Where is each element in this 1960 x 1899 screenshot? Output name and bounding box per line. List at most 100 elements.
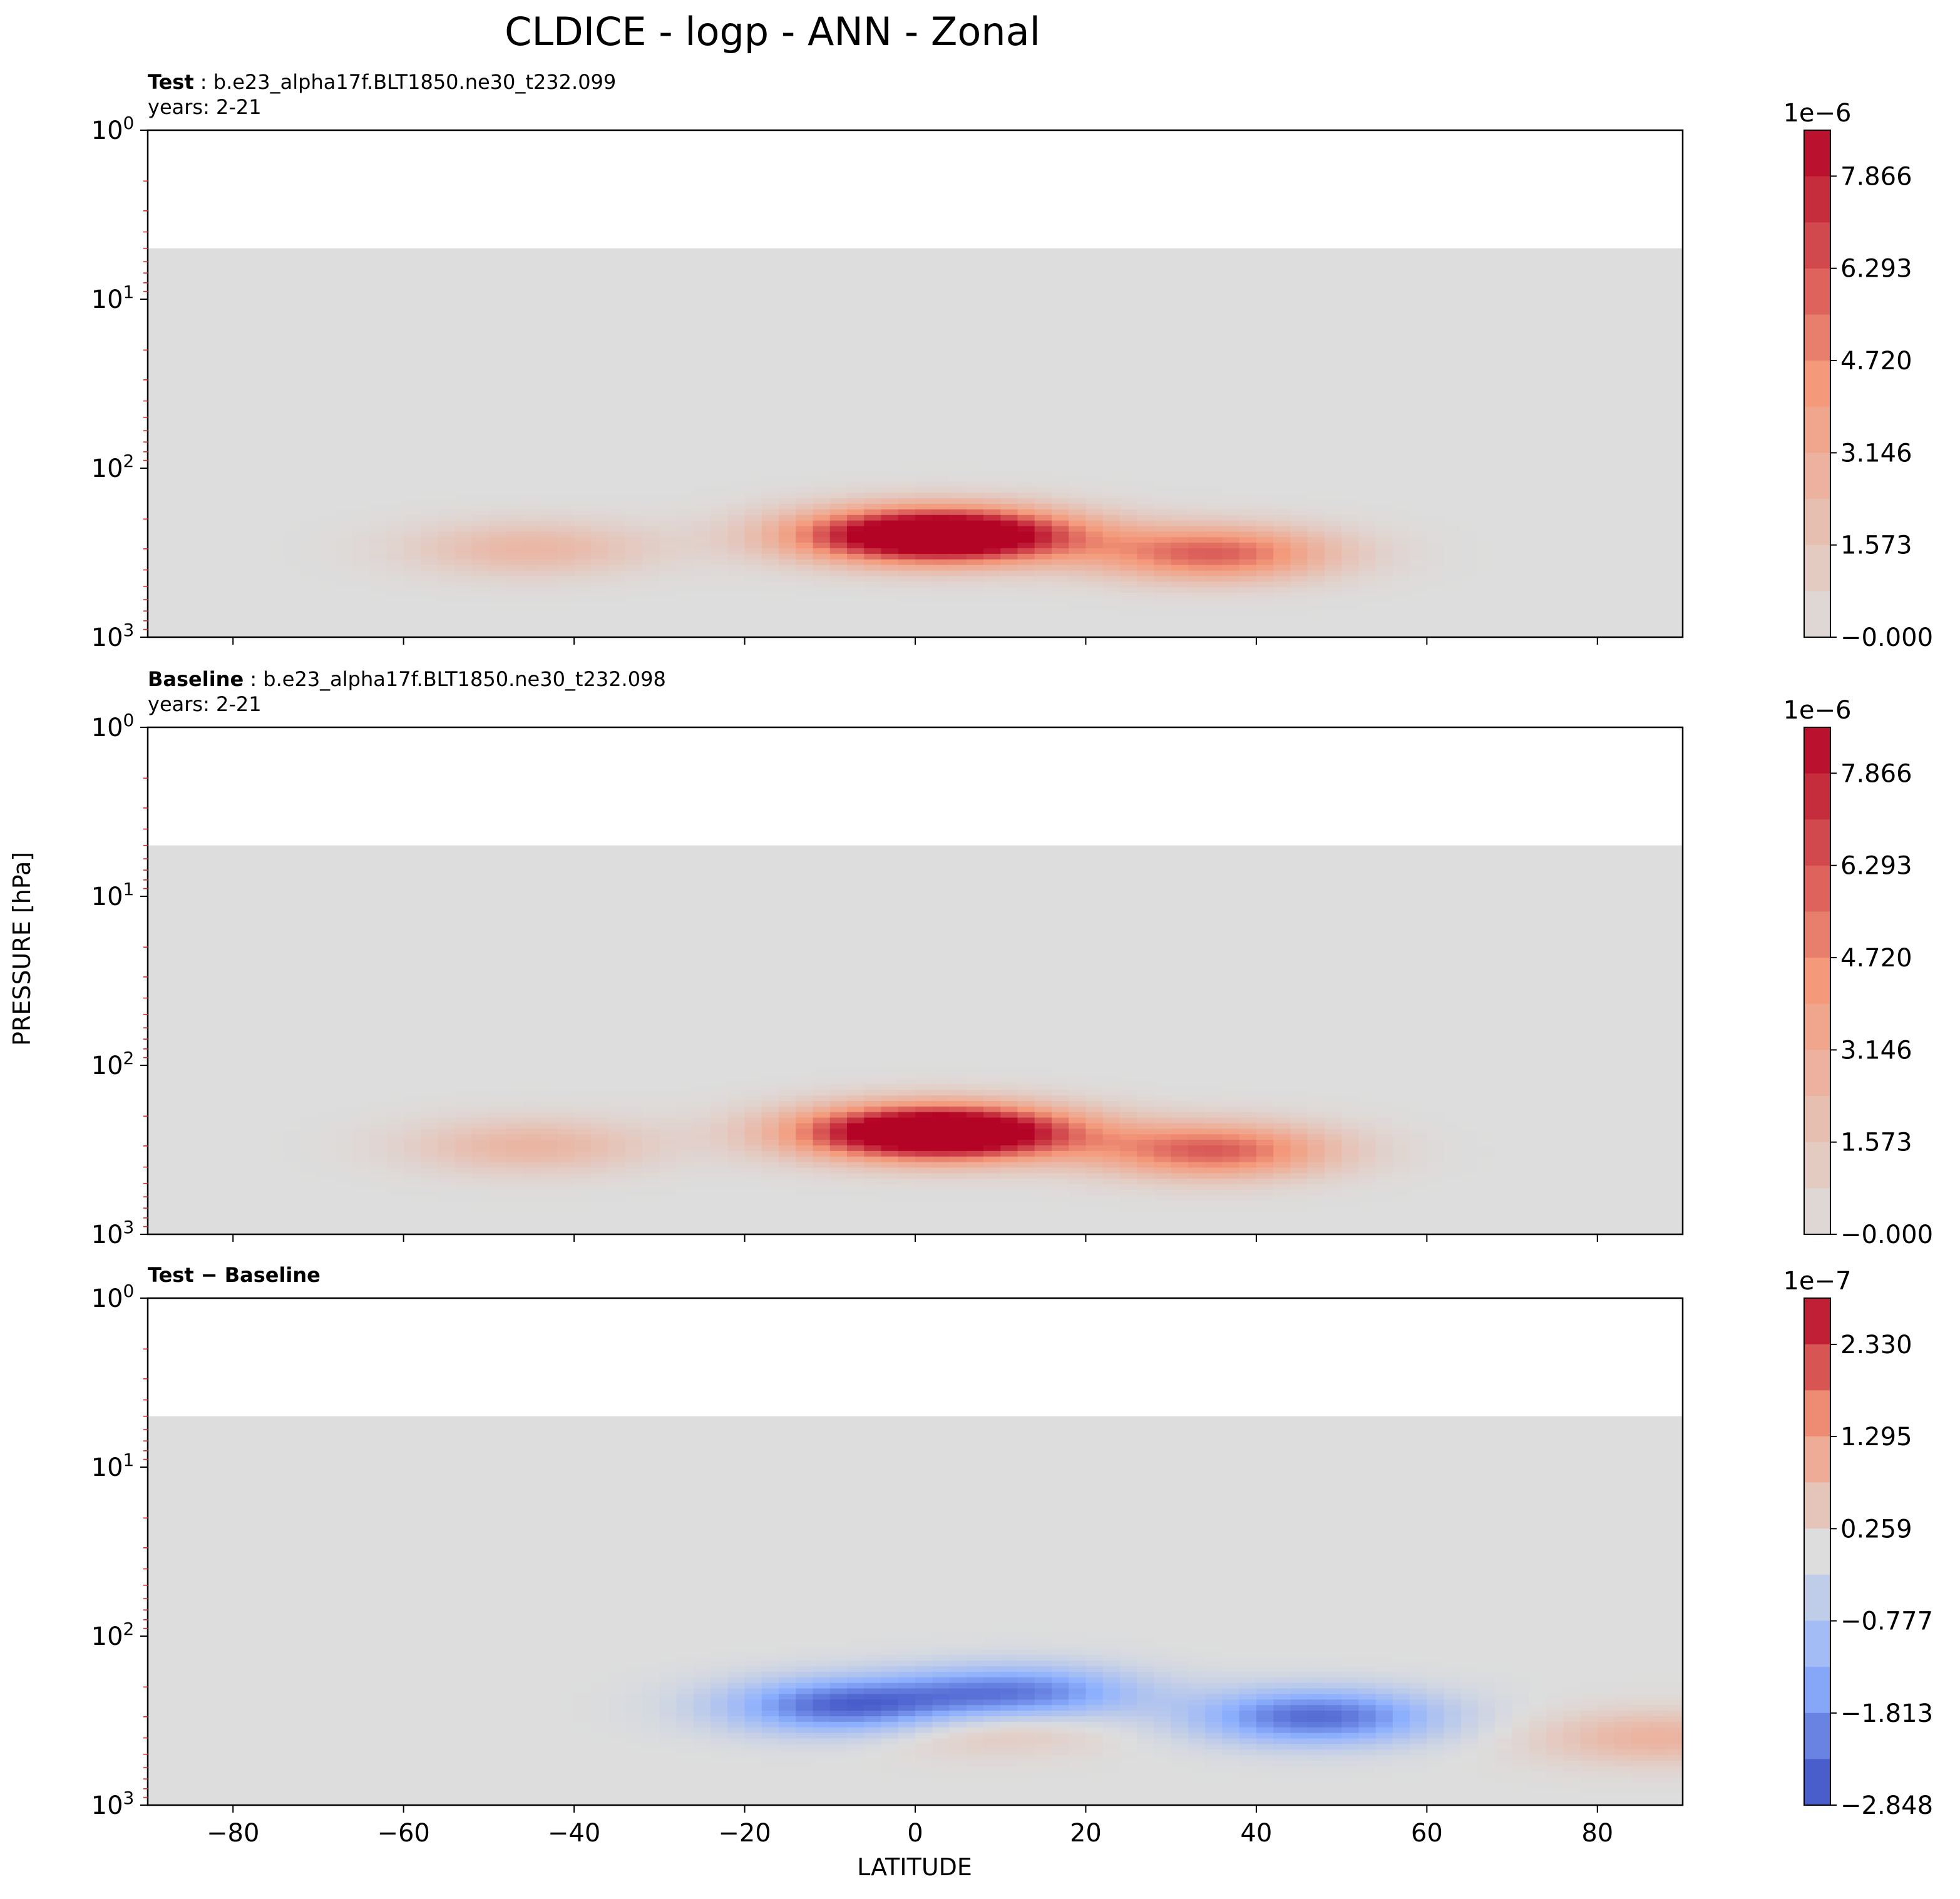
contour-cell [881, 421, 899, 426]
contour-cell [1325, 465, 1342, 471]
contour-cell [830, 426, 848, 432]
contour-cell [1154, 371, 1171, 376]
contour-cell [506, 493, 523, 498]
contour-cell [1495, 276, 1512, 282]
contour-cell [1495, 332, 1512, 337]
contour-cell [1325, 365, 1342, 371]
contour-cell [813, 432, 831, 438]
contour-cell [250, 371, 267, 376]
contour-cell [1273, 343, 1291, 349]
contour-cell [1631, 320, 1649, 326]
contour-cell [574, 248, 592, 254]
contour-cell [301, 287, 319, 293]
contour-cell [1376, 426, 1393, 432]
contour-cell [1342, 343, 1359, 349]
contour-cell [898, 437, 916, 443]
contour-cell [1120, 432, 1137, 438]
contour-cell [1239, 392, 1257, 398]
contour-cell [813, 493, 831, 498]
contour-cell [1410, 443, 1427, 448]
contour-cell [318, 265, 336, 270]
contour-cell [1103, 493, 1121, 498]
contour-cell [1598, 276, 1615, 282]
contour-cell [796, 276, 813, 282]
contour-cell [1410, 309, 1427, 315]
contour-cell [1239, 320, 1257, 326]
contour-cell [1495, 432, 1512, 438]
contour-cell [1598, 509, 1615, 515]
contour-cell [1137, 320, 1154, 326]
contour-cell [454, 359, 472, 365]
contour-cell [1000, 309, 1018, 315]
contour-cell [642, 476, 660, 482]
contour-cell [949, 471, 967, 476]
contour-cell [574, 537, 592, 543]
contour-cell [694, 265, 711, 270]
contour-cell [1376, 365, 1393, 371]
contour-cell [1273, 409, 1291, 415]
contour-cell [1478, 515, 1496, 521]
contour-cell [267, 409, 285, 415]
contour-cell [1222, 354, 1239, 359]
contour-cell [847, 259, 865, 265]
contour-cell [489, 526, 506, 531]
contour-cell [932, 282, 950, 287]
contour-cell [1154, 293, 1171, 299]
contour-cell [352, 359, 370, 365]
contour-cell [779, 337, 796, 343]
contour-cell [1478, 448, 1496, 454]
contour-cell [523, 304, 540, 309]
contour-cell [847, 304, 865, 309]
contour-cell [1512, 387, 1530, 393]
contour-cell [625, 543, 643, 548]
contour-cell [1478, 548, 1496, 554]
contour-cell [1035, 415, 1052, 421]
contour-cell [1290, 354, 1308, 359]
contour-cell [199, 348, 217, 354]
contour-cell [881, 354, 899, 359]
contour-cell [1529, 276, 1547, 282]
contour-cell [1035, 343, 1052, 349]
contour-cell [216, 398, 233, 404]
contour-cell [727, 426, 745, 432]
contour-cell [1666, 415, 1683, 421]
contour-cell [813, 526, 831, 531]
contour-cell [1393, 398, 1410, 404]
contour-cell [1290, 421, 1308, 426]
contour-cell [1410, 398, 1427, 404]
contour-cell [1205, 326, 1223, 332]
contour-cell [1222, 526, 1239, 531]
contour-cell [165, 259, 182, 265]
contour-cell [796, 309, 813, 315]
contour-cell [864, 526, 881, 531]
contour-cell [454, 432, 472, 438]
contour-cell [1546, 426, 1564, 432]
contour-cell [199, 415, 217, 421]
contour-cell [404, 493, 421, 498]
contour-cell [301, 315, 319, 320]
contour-cell [1376, 498, 1393, 504]
contour-cell [1376, 293, 1393, 299]
contour-cell [1614, 448, 1632, 454]
contour-cell [1376, 287, 1393, 293]
contour-cell [438, 459, 455, 465]
contour-cell [1649, 471, 1666, 476]
contour-cell [1444, 504, 1462, 509]
contour-cell [1427, 409, 1444, 415]
contour-cell [574, 326, 592, 332]
contour-cell [881, 443, 899, 448]
contour-cell [830, 432, 848, 438]
contour-cell [148, 465, 165, 471]
contour-cell [677, 426, 694, 432]
contour-cell [642, 309, 660, 315]
contour-cell [1205, 476, 1223, 482]
contour-cell [1154, 392, 1171, 398]
contour-cell [540, 476, 558, 482]
contour-cell [199, 515, 217, 521]
contour-cell [1512, 481, 1530, 487]
contour-cell [1035, 531, 1052, 537]
contour-cell [1120, 276, 1137, 282]
contour-cell [267, 426, 285, 432]
contour-cell [472, 320, 490, 326]
contour-cell [1427, 259, 1444, 265]
